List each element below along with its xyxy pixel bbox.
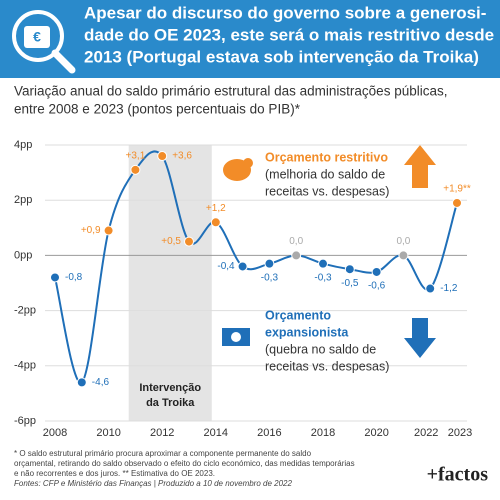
data-point xyxy=(264,258,275,269)
annotation-text: receitas vs. despesas) xyxy=(265,184,389,198)
annotation-text: (quebra no saldo de xyxy=(265,342,376,356)
footnote: e não recorrentes e dos juros. ** Estima… xyxy=(14,469,215,478)
value-label: -0,8 xyxy=(65,272,83,283)
x-tick-label: 2012 xyxy=(150,427,174,439)
y-tick-label: 4pp xyxy=(14,139,32,151)
svg-text:€: € xyxy=(33,29,41,45)
subtitle-line: entre 2008 e 2023 (pontos percentuais do… xyxy=(14,102,301,117)
annotation-title: Orçamento xyxy=(265,308,331,322)
footnote: Fontes: CFP e Ministério das Finanças | … xyxy=(14,479,292,488)
annotation-title: Orçamento restritivo xyxy=(265,150,388,164)
x-tick-label: 2008 xyxy=(43,427,67,439)
annotation-text: (melhoria do saldo de xyxy=(265,167,385,181)
annotation-title: expansionista xyxy=(265,325,349,339)
value-label: -0,6 xyxy=(368,281,386,292)
data-point xyxy=(157,151,168,162)
x-tick-label: 2020 xyxy=(364,427,388,439)
value-label: -0,4 xyxy=(217,261,235,272)
header-bg xyxy=(0,0,500,78)
y-tick-label: -2pp xyxy=(14,305,36,317)
data-point xyxy=(50,272,60,283)
value-label: +3,1 xyxy=(126,150,146,161)
value-label: -0,3 xyxy=(314,272,332,283)
data-point xyxy=(130,164,141,175)
x-tick-label: 2018 xyxy=(311,427,335,439)
y-tick-label: 0pp xyxy=(14,249,32,261)
value-label: +0,5 xyxy=(161,236,181,247)
value-label: +0,9 xyxy=(81,225,101,236)
up-arrow xyxy=(404,145,436,188)
x-tick-label: 2023 xyxy=(448,427,472,439)
x-tick-label: 2010 xyxy=(96,427,120,439)
shaded-label: da Troika xyxy=(146,397,195,409)
title-line: dade do OE 2023, este será o mais restri… xyxy=(84,25,494,44)
x-tick-label: 2016 xyxy=(257,427,281,439)
subtitle-line: Variação anual do saldo primário estrutu… xyxy=(14,84,447,99)
value-label: -0,5 xyxy=(341,278,359,289)
footnote: orçamental, retirando do saldo observado… xyxy=(14,459,355,468)
value-label: -1,2 xyxy=(440,283,458,294)
data-point xyxy=(210,217,221,228)
data-point xyxy=(344,264,355,275)
value-label: -0,3 xyxy=(261,272,279,283)
title-line: 2013 (Portugal estava sob intervenção da… xyxy=(84,47,479,66)
value-label: +3,6 xyxy=(172,151,192,162)
footnote: * O saldo estrutural primário procura ap… xyxy=(14,449,312,458)
x-tick-label: 2022 xyxy=(414,427,438,439)
title-line: Apesar do discurso do governo sobre a ge… xyxy=(84,3,486,22)
shaded-period xyxy=(128,145,212,421)
value-label: +1,9** xyxy=(443,184,471,195)
piggy-icon xyxy=(223,158,253,181)
data-point xyxy=(452,197,462,208)
value-label: +1,2 xyxy=(206,203,226,214)
down-arrow xyxy=(404,318,436,358)
y-tick-label: -6pp xyxy=(14,415,36,427)
value-label: -4,6 xyxy=(92,377,110,388)
data-line xyxy=(54,150,458,384)
y-tick-label: -4pp xyxy=(14,360,36,372)
shaded-label: Intervenção xyxy=(139,382,201,394)
value-label: 0,0 xyxy=(289,236,303,247)
data-point xyxy=(318,258,328,269)
x-tick-label: 2014 xyxy=(204,427,228,439)
header-icon: € xyxy=(12,10,76,74)
data-point xyxy=(371,266,382,277)
y-tick-label: 2pp xyxy=(14,194,32,206)
logo: +factos xyxy=(427,464,489,486)
data-point xyxy=(237,261,248,272)
data-point xyxy=(184,236,194,247)
value-label: 0,0 xyxy=(396,236,410,247)
data-point xyxy=(291,250,302,261)
money-icon xyxy=(222,328,250,346)
data-point xyxy=(76,377,87,388)
data-point xyxy=(425,283,436,294)
data-point xyxy=(398,250,409,261)
data-point xyxy=(103,225,114,236)
annotation-text: receitas vs. despesas) xyxy=(265,359,389,373)
